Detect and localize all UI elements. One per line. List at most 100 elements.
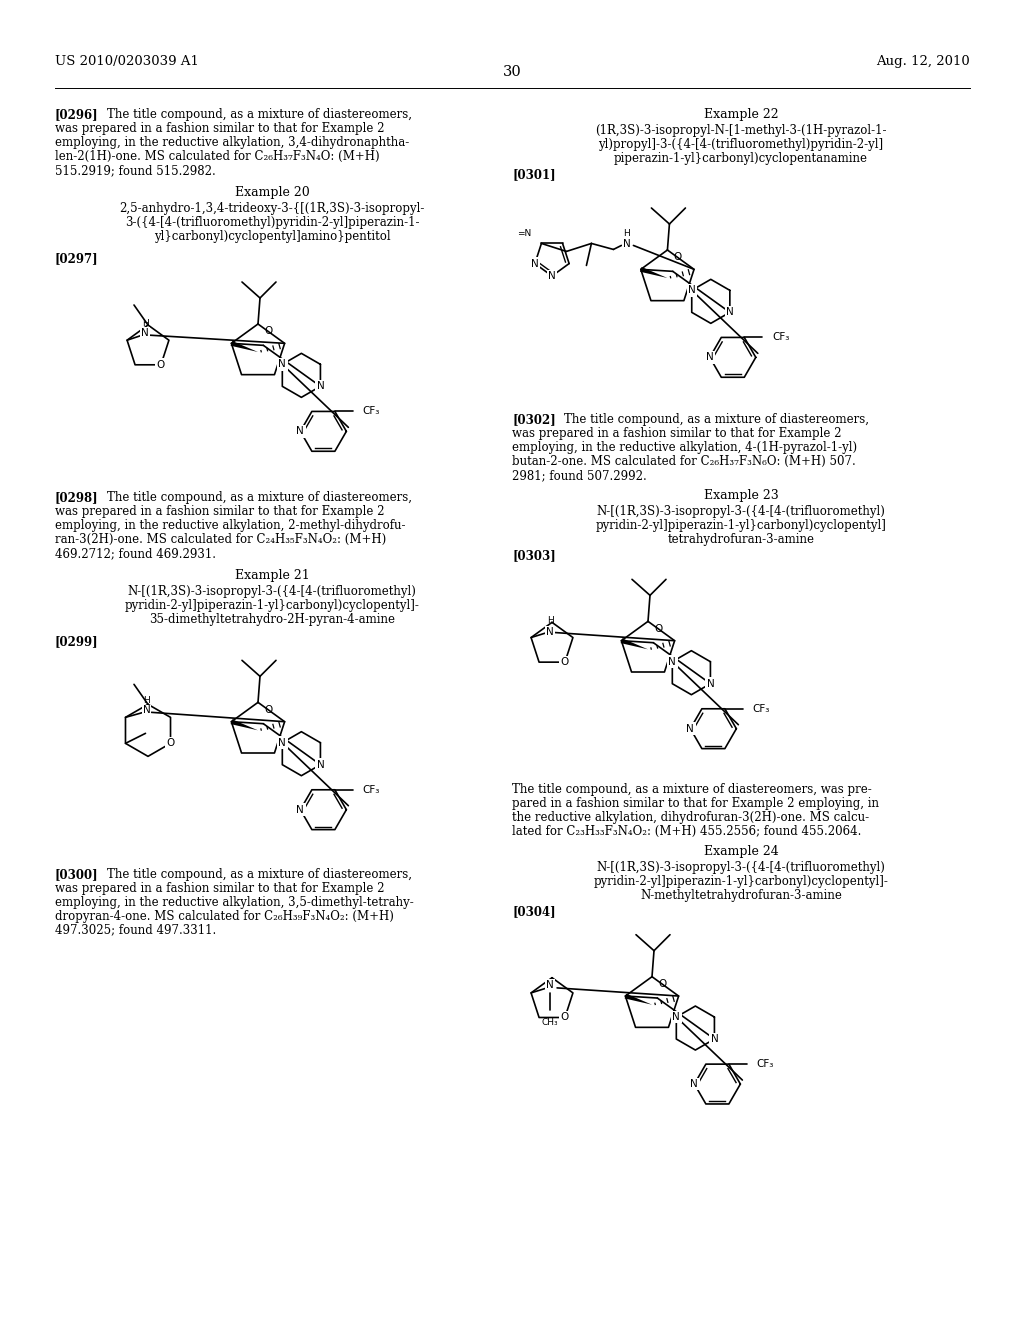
Text: N-[(1R,3S)-3-isopropyl-3-({4-[4-(trifluoromethyl): N-[(1R,3S)-3-isopropyl-3-({4-[4-(trifluo…	[597, 861, 886, 874]
Text: was prepared in a fashion similar to that for Example 2: was prepared in a fashion similar to tha…	[512, 428, 842, 441]
Text: Aug. 12, 2010: Aug. 12, 2010	[877, 55, 970, 69]
Text: N-methyltetrahydrofuran-3-amine: N-methyltetrahydrofuran-3-amine	[640, 888, 842, 902]
Text: dropyran-4-one. MS calculated for C₂₆H₃₉F₃N₄O₂: (M+H): dropyran-4-one. MS calculated for C₂₆H₃₉…	[55, 909, 394, 923]
Text: The title compound, as a mixture of diastereomers, was pre-: The title compound, as a mixture of dias…	[512, 783, 871, 796]
Text: N: N	[546, 627, 554, 636]
Text: O: O	[654, 623, 663, 634]
Text: Example 23: Example 23	[703, 490, 778, 503]
Text: N: N	[690, 1078, 698, 1089]
Text: N: N	[546, 979, 554, 990]
Text: CF₃: CF₃	[362, 407, 380, 416]
Text: [0302]: [0302]	[512, 413, 556, 426]
Text: [0304]: [0304]	[512, 904, 556, 917]
Text: US 2010/0203039 A1: US 2010/0203039 A1	[55, 55, 199, 69]
Text: N: N	[673, 1012, 680, 1022]
Text: N-[(1R,3S)-3-isopropyl-3-({4-[4-(trifluoromethyl): N-[(1R,3S)-3-isopropyl-3-({4-[4-(trifluo…	[128, 585, 417, 598]
Text: CH₃: CH₃	[542, 1018, 558, 1027]
Text: CF₃: CF₃	[362, 785, 380, 795]
Text: pyridin-2-yl]piperazin-1-yl}carbonyl)cyclopentyl]: pyridin-2-yl]piperazin-1-yl}carbonyl)cyc…	[596, 519, 887, 532]
Text: employing, in the reductive alkylation, 4-(1H-pyrazol-1-yl): employing, in the reductive alkylation, …	[512, 441, 857, 454]
Text: [0301]: [0301]	[512, 168, 556, 181]
Text: N: N	[531, 259, 539, 268]
Text: =N: =N	[517, 228, 531, 238]
Text: N: N	[279, 359, 286, 370]
Text: O: O	[157, 360, 165, 370]
Text: pyridin-2-yl]piperazin-1-yl}carbonyl)cyclopentyl]-: pyridin-2-yl]piperazin-1-yl}carbonyl)cyc…	[594, 875, 889, 887]
Text: N: N	[548, 271, 556, 281]
Text: N: N	[623, 239, 631, 249]
Polygon shape	[625, 994, 652, 1005]
Text: 2981; found 507.2992.: 2981; found 507.2992.	[512, 470, 647, 482]
Text: N: N	[141, 329, 148, 338]
Text: H: H	[547, 616, 553, 626]
Text: employing, in the reductive alkylation, 3,5-dimethyl-tetrahy-: employing, in the reductive alkylation, …	[55, 896, 414, 908]
Text: N: N	[707, 678, 715, 689]
Text: N: N	[706, 352, 714, 363]
Polygon shape	[230, 719, 258, 730]
Text: N: N	[297, 805, 304, 814]
Text: yl}carbonyl)cyclopentyl]amino}pentitol: yl}carbonyl)cyclopentyl]amino}pentitol	[154, 230, 390, 243]
Text: N: N	[279, 738, 286, 747]
Text: The title compound, as a mixture of diastereomers,: The title compound, as a mixture of dias…	[106, 867, 412, 880]
Text: CF₃: CF₃	[772, 333, 790, 342]
Text: O: O	[264, 705, 272, 714]
Text: O: O	[264, 326, 272, 337]
Text: N: N	[316, 760, 325, 770]
Text: O: O	[658, 979, 667, 989]
Text: The title compound, as a mixture of diastereomers,: The title compound, as a mixture of dias…	[564, 413, 869, 426]
Text: N: N	[726, 308, 734, 317]
Text: [0297]: [0297]	[55, 252, 98, 265]
Text: 497.3025; found 497.3311.: 497.3025; found 497.3311.	[55, 924, 216, 937]
Text: pyridin-2-yl]piperazin-1-yl}carbonyl)cyclopentyl]-: pyridin-2-yl]piperazin-1-yl}carbonyl)cyc…	[125, 599, 420, 612]
Text: [0300]: [0300]	[55, 867, 98, 880]
Text: Example 21: Example 21	[234, 569, 309, 582]
Text: Example 24: Example 24	[703, 845, 778, 858]
Text: N: N	[669, 656, 676, 667]
Text: N: N	[297, 426, 304, 437]
Text: O: O	[674, 252, 682, 263]
Text: O: O	[561, 1012, 569, 1023]
Text: O: O	[166, 738, 175, 748]
Text: [0299]: [0299]	[55, 635, 98, 648]
Text: 30: 30	[503, 65, 521, 79]
Text: Example 20: Example 20	[234, 186, 309, 199]
Text: 3-({4-[4-(trifluoromethyl)pyridin-2-yl]piperazin-1-: 3-({4-[4-(trifluoromethyl)pyridin-2-yl]p…	[125, 216, 419, 228]
Text: 469.2712; found 469.2931.: 469.2712; found 469.2931.	[55, 548, 216, 561]
Text: 515.2919; found 515.2982.: 515.2919; found 515.2982.	[55, 164, 216, 177]
Text: N: N	[686, 723, 694, 734]
Text: butan-2-one. MS calculated for C₂₆H₃₇F₃N₆O: (M+H) 507.: butan-2-one. MS calculated for C₂₆H₃₇F₃N…	[512, 455, 856, 469]
Polygon shape	[640, 267, 668, 279]
Polygon shape	[230, 341, 258, 352]
Text: the reductive alkylation, dihydrofuran-3(2H)-one. MS calcu-: the reductive alkylation, dihydrofuran-3…	[512, 810, 869, 824]
Text: The title compound, as a mixture of diastereomers,: The title compound, as a mixture of dias…	[106, 108, 412, 121]
Text: H: H	[143, 696, 150, 705]
Text: piperazin-1-yl}carbonyl)cyclopentanamine: piperazin-1-yl}carbonyl)cyclopentanamine	[614, 152, 868, 165]
Text: len-2(1H)-one. MS calculated for C₂₆H₃₇F₃N₄O: (M+H): len-2(1H)-one. MS calculated for C₂₆H₃₇F…	[55, 150, 380, 162]
Text: yl)propyl]-3-({4-[4-(trifluoromethyl)pyridin-2-yl]: yl)propyl]-3-({4-[4-(trifluoromethyl)pyr…	[598, 139, 884, 150]
Text: CF₃: CF₃	[757, 1059, 774, 1069]
Text: N: N	[142, 705, 151, 715]
Polygon shape	[621, 639, 648, 649]
Text: The title compound, as a mixture of diastereomers,: The title compound, as a mixture of dias…	[106, 491, 412, 504]
Text: was prepared in a fashion similar to that for Example 2: was prepared in a fashion similar to tha…	[55, 506, 384, 519]
Text: lated for C₂₃H₃₃F₃N₄O₂: (M+H) 455.2556; found 455.2064.: lated for C₂₃H₃₃F₃N₄O₂: (M+H) 455.2556; …	[512, 825, 861, 838]
Text: [0303]: [0303]	[512, 549, 556, 562]
Text: employing, in the reductive alkylation, 2-methyl-dihydrofu-: employing, in the reductive alkylation, …	[55, 519, 406, 532]
Text: was prepared in a fashion similar to that for Example 2: was prepared in a fashion similar to tha…	[55, 882, 384, 895]
Text: N-[(1R,3S)-3-isopropyl-3-({4-[4-(trifluoromethyl): N-[(1R,3S)-3-isopropyl-3-({4-[4-(trifluo…	[597, 506, 886, 519]
Text: pared in a fashion similar to that for Example 2 employing, in: pared in a fashion similar to that for E…	[512, 797, 879, 809]
Text: (1R,3S)-3-isopropyl-N-[1-methyl-3-(1H-pyrazol-1-: (1R,3S)-3-isopropyl-N-[1-methyl-3-(1H-py…	[595, 124, 887, 137]
Text: tetrahydrofuran-3-amine: tetrahydrofuran-3-amine	[668, 533, 814, 546]
Text: H: H	[623, 228, 630, 238]
Text: Example 22: Example 22	[703, 108, 778, 121]
Text: CF₃: CF₃	[753, 704, 770, 714]
Text: 2,5-anhydro-1,3,4-trideoxy-3-{[(1R,3S)-3-isopropyl-: 2,5-anhydro-1,3,4-trideoxy-3-{[(1R,3S)-3…	[120, 202, 425, 215]
Text: N: N	[711, 1034, 718, 1044]
Text: [0298]: [0298]	[55, 491, 98, 504]
Text: N: N	[688, 285, 695, 296]
Text: [0296]: [0296]	[55, 108, 98, 121]
Text: was prepared in a fashion similar to that for Example 2: was prepared in a fashion similar to tha…	[55, 121, 384, 135]
Text: H: H	[141, 318, 148, 327]
Text: ran-3(2H)-one. MS calculated for C₂₄H₃₅F₃N₄O₂: (M+H): ran-3(2H)-one. MS calculated for C₂₄H₃₅F…	[55, 533, 386, 546]
Text: 35-dimethyltetrahydro-2H-pyran-4-amine: 35-dimethyltetrahydro-2H-pyran-4-amine	[150, 614, 395, 627]
